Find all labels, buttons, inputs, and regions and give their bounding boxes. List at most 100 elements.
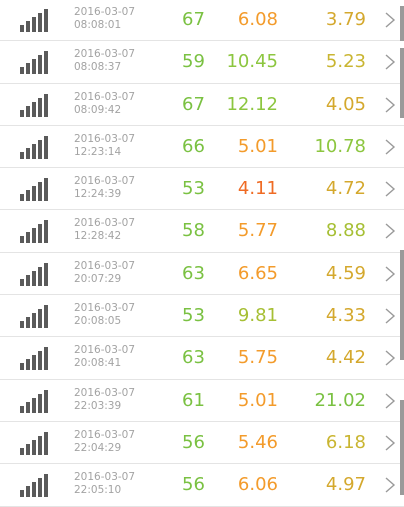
signal-strength-icon bbox=[20, 262, 50, 286]
upload-value: 3.79 bbox=[325, 9, 366, 30]
timestamp: 2016-03-07 12:28:42 bbox=[74, 217, 135, 243]
row-date: 2016-03-07 bbox=[74, 6, 136, 18]
result-row-11[interactable]: 2016-03-07 22:04:29 56 5.46 6.18 bbox=[0, 422, 404, 465]
row-time: 08:09:42 bbox=[74, 103, 122, 116]
row-time: 12:24:39 bbox=[74, 188, 122, 201]
result-row-5[interactable]: 2016-03-07 12:24:39 53 4.11 4.72 bbox=[0, 168, 404, 211]
result-row-1[interactable]: 2016-03-07 08:08:01 67 6.08 3.79 bbox=[0, 0, 404, 42]
ping-value: 53 bbox=[182, 178, 205, 200]
result-row-6[interactable]: 2016-03-07 12:28:42 58 5.77 8.88 bbox=[0, 210, 404, 253]
signal-strength-icon bbox=[20, 389, 50, 413]
row-time: 22:04:29 bbox=[74, 441, 122, 454]
row-date: 2016-03-07 bbox=[74, 175, 136, 188]
timestamp: 2016-03-07 12:24:39 bbox=[74, 175, 135, 201]
row-time: 12:23:14 bbox=[74, 145, 122, 158]
signal-strength-icon bbox=[20, 431, 50, 455]
row-time: 22:03:39 bbox=[74, 399, 122, 412]
ping-value: 63 bbox=[182, 347, 205, 369]
download-value: 10.45 bbox=[226, 51, 278, 73]
chevron-right-icon[interactable] bbox=[382, 97, 398, 113]
timestamp: 2016-03-07 22:03:39 bbox=[74, 387, 135, 413]
row-date: 2016-03-07 bbox=[74, 471, 136, 484]
scrollbar-thumb[interactable] bbox=[400, 250, 404, 360]
row-time: 20:07:29 bbox=[74, 272, 122, 285]
row-time: 22:05:10 bbox=[74, 484, 122, 497]
chevron-right-icon[interactable] bbox=[382, 266, 398, 282]
row-time: 12:28:42 bbox=[74, 230, 122, 243]
row-date: 2016-03-07 bbox=[74, 428, 136, 441]
upload-value: 4.59 bbox=[325, 262, 366, 284]
signal-strength-icon bbox=[20, 473, 50, 498]
ping-value: 67 bbox=[182, 93, 205, 115]
row-date: 2016-03-07 bbox=[74, 302, 136, 315]
row-date: 2016-03-07 bbox=[74, 132, 136, 145]
chevron-right-icon[interactable] bbox=[382, 393, 398, 409]
timestamp: 2016-03-07 08:09:42 bbox=[74, 91, 135, 117]
row-date: 2016-03-07 bbox=[74, 344, 136, 357]
upload-value: 5.23 bbox=[325, 51, 366, 73]
download-value: 5.01 bbox=[237, 389, 278, 411]
upload-value: 4.72 bbox=[325, 178, 366, 200]
download-value: 5.75 bbox=[237, 347, 278, 369]
result-row-7[interactable]: 2016-03-07 20:07:29 63 6.65 4.59 bbox=[0, 253, 404, 296]
signal-strength-icon bbox=[20, 8, 50, 32]
result-row-2[interactable]: 2016-03-07 08:08:37 59 10.45 5.23 bbox=[0, 41, 404, 84]
upload-value: 4.42 bbox=[325, 347, 366, 369]
chevron-right-icon[interactable] bbox=[382, 350, 398, 366]
row-time: 08:08:01 bbox=[74, 19, 122, 31]
ping-value: 53 bbox=[182, 305, 205, 327]
upload-value: 8.88 bbox=[325, 220, 366, 242]
row-date: 2016-03-07 bbox=[74, 386, 136, 399]
row-time: 08:08:37 bbox=[74, 61, 122, 74]
scrollbar-thumb[interactable] bbox=[400, 6, 404, 41]
signal-strength-icon bbox=[20, 177, 50, 202]
row-date: 2016-03-07 bbox=[74, 90, 136, 103]
download-value: 12.12 bbox=[226, 93, 278, 115]
upload-value: 4.05 bbox=[325, 93, 366, 115]
timestamp: 2016-03-07 12:23:14 bbox=[74, 133, 135, 159]
signal-strength-icon bbox=[20, 304, 50, 329]
chevron-right-icon[interactable] bbox=[382, 139, 398, 155]
timestamp: 2016-03-07 20:07:29 bbox=[74, 260, 135, 286]
result-row-8[interactable]: 2016-03-07 20:08:05 53 9.81 4.33 bbox=[0, 295, 404, 338]
upload-value: 21.02 bbox=[314, 389, 366, 411]
ping-value: 59 bbox=[182, 51, 205, 73]
download-value: 6.65 bbox=[237, 262, 278, 284]
download-value: 9.81 bbox=[237, 305, 278, 327]
upload-value: 10.78 bbox=[314, 135, 366, 157]
timestamp: 2016-03-07 20:08:05 bbox=[74, 302, 135, 328]
chevron-right-icon[interactable] bbox=[382, 181, 398, 197]
chevron-right-icon[interactable] bbox=[382, 12, 398, 28]
signal-strength-icon bbox=[20, 135, 50, 159]
scrollbar-thumb[interactable] bbox=[400, 400, 404, 495]
ping-value: 66 bbox=[182, 135, 205, 157]
row-date: 2016-03-07 bbox=[74, 217, 136, 230]
chevron-right-icon[interactable] bbox=[382, 308, 398, 324]
download-value: 4.11 bbox=[237, 178, 278, 200]
timestamp: 2016-03-07 22:04:29 bbox=[74, 429, 135, 455]
download-value: 6.06 bbox=[237, 474, 278, 496]
download-value: 6.08 bbox=[237, 9, 278, 30]
row-time: 20:08:05 bbox=[74, 315, 122, 328]
download-value: 5.77 bbox=[237, 220, 278, 242]
chevron-right-icon[interactable] bbox=[382, 54, 398, 70]
chevron-right-icon[interactable] bbox=[382, 435, 398, 451]
upload-value: 4.97 bbox=[325, 474, 366, 496]
chevron-right-icon[interactable] bbox=[382, 477, 398, 493]
download-value: 5.01 bbox=[237, 135, 278, 157]
result-row-4[interactable]: 2016-03-07 12:23:14 66 5.01 10.78 bbox=[0, 126, 404, 169]
ping-value: 61 bbox=[182, 389, 205, 411]
result-row-12[interactable]: 2016-03-07 22:05:10 56 6.06 4.97 bbox=[0, 464, 404, 507]
ping-value: 56 bbox=[182, 431, 205, 453]
signal-strength-icon bbox=[20, 346, 50, 371]
ping-value: 56 bbox=[182, 474, 205, 496]
chevron-right-icon[interactable] bbox=[382, 223, 398, 240]
signal-strength-icon bbox=[20, 93, 50, 117]
scrollbar-thumb[interactable] bbox=[400, 48, 404, 118]
row-date: 2016-03-07 bbox=[74, 48, 136, 61]
result-row-10[interactable]: 2016-03-07 22:03:39 61 5.01 21.02 bbox=[0, 380, 404, 422]
result-row-9[interactable]: 2016-03-07 20:08:41 63 5.75 4.42 bbox=[0, 337, 404, 380]
signal-strength-icon bbox=[20, 219, 50, 244]
result-row-3[interactable]: 2016-03-07 08:09:42 67 12.12 4.05 bbox=[0, 84, 404, 126]
